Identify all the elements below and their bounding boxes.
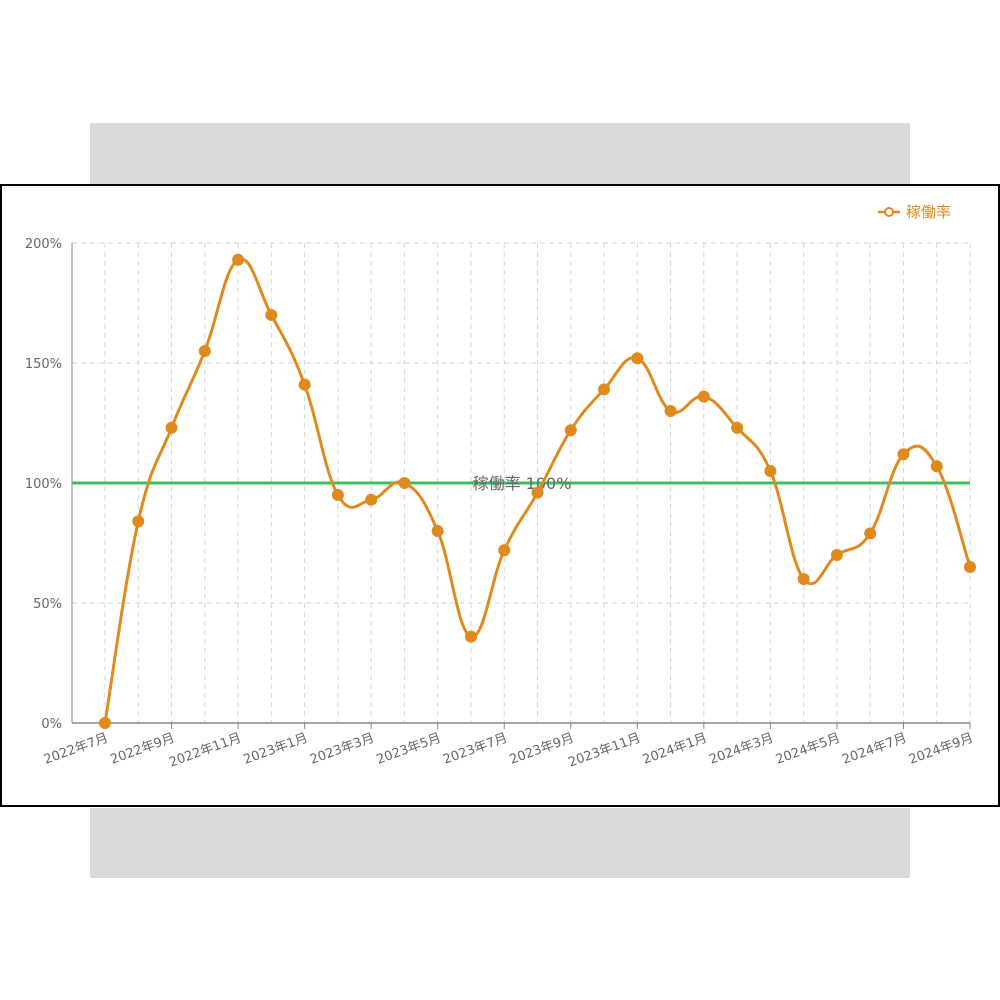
data-point — [331, 489, 344, 501]
y-tick-label: 0% — [41, 717, 62, 732]
background-band-bottom — [90, 808, 910, 878]
x-tick-label: 2023年1月 — [242, 731, 310, 768]
data-point — [930, 460, 943, 473]
x-tick-label: 2023年11月 — [566, 731, 642, 771]
x-tick-label: 2023年5月 — [375, 731, 443, 768]
data-point — [398, 477, 411, 489]
x-tick-label: 2024年5月 — [774, 731, 842, 768]
x-tick-label: 2022年9月 — [108, 731, 176, 768]
data-point — [431, 525, 444, 537]
legend-label: 稼働率 — [906, 203, 951, 221]
x-tick-label: 2024年1月 — [641, 731, 709, 768]
x-tick-label: 2023年3月 — [308, 731, 376, 768]
data-point — [598, 383, 611, 396]
background-band-top — [90, 123, 910, 185]
data-point — [198, 345, 211, 357]
x-tick-label: 2024年3月 — [707, 731, 775, 768]
data-point — [531, 486, 544, 499]
data-point — [464, 630, 477, 643]
data-point — [864, 527, 877, 540]
data-point — [697, 390, 710, 403]
y-tick-label: 200% — [25, 237, 62, 252]
data-point — [232, 253, 245, 266]
y-tick-label: 150% — [25, 357, 62, 372]
data-point — [132, 515, 145, 528]
x-tick-label: 2024年9月 — [907, 731, 975, 768]
data-point — [664, 405, 677, 417]
data-point — [731, 421, 744, 434]
x-tick-label: 2023年7月 — [441, 731, 509, 768]
data-point — [498, 544, 511, 557]
x-tick-label: 2023年9月 — [508, 731, 576, 768]
data-point — [564, 424, 577, 437]
data-point — [298, 378, 311, 391]
line-chart: 0%50%100%150%200%2022年7月2022年9月2022年11月2… — [25, 203, 976, 771]
x-tick-label: 2022年11月 — [167, 731, 243, 771]
data-point — [897, 448, 910, 461]
data-point — [265, 309, 278, 321]
legend-marker-icon — [884, 207, 894, 217]
x-tick-label: 2024年7月 — [840, 731, 908, 768]
y-tick-label: 100% — [25, 477, 62, 492]
x-tick-label: 2022年7月 — [42, 731, 110, 768]
y-tick-label: 50% — [33, 597, 62, 612]
data-point — [764, 465, 777, 477]
data-point — [631, 352, 644, 365]
data-point — [99, 717, 111, 729]
data-point — [165, 421, 178, 434]
chart-frame: 0% 50% 100% 150% 200% 2022年7月 2022年9月 2022年11月 2… — [0, 184, 1000, 807]
data-point — [830, 549, 843, 561]
reference-line-label: 稼働率 100% — [473, 474, 572, 493]
data-point — [365, 493, 378, 506]
series-line — [103, 257, 972, 724]
data-point — [964, 561, 976, 573]
data-point — [797, 573, 810, 585]
